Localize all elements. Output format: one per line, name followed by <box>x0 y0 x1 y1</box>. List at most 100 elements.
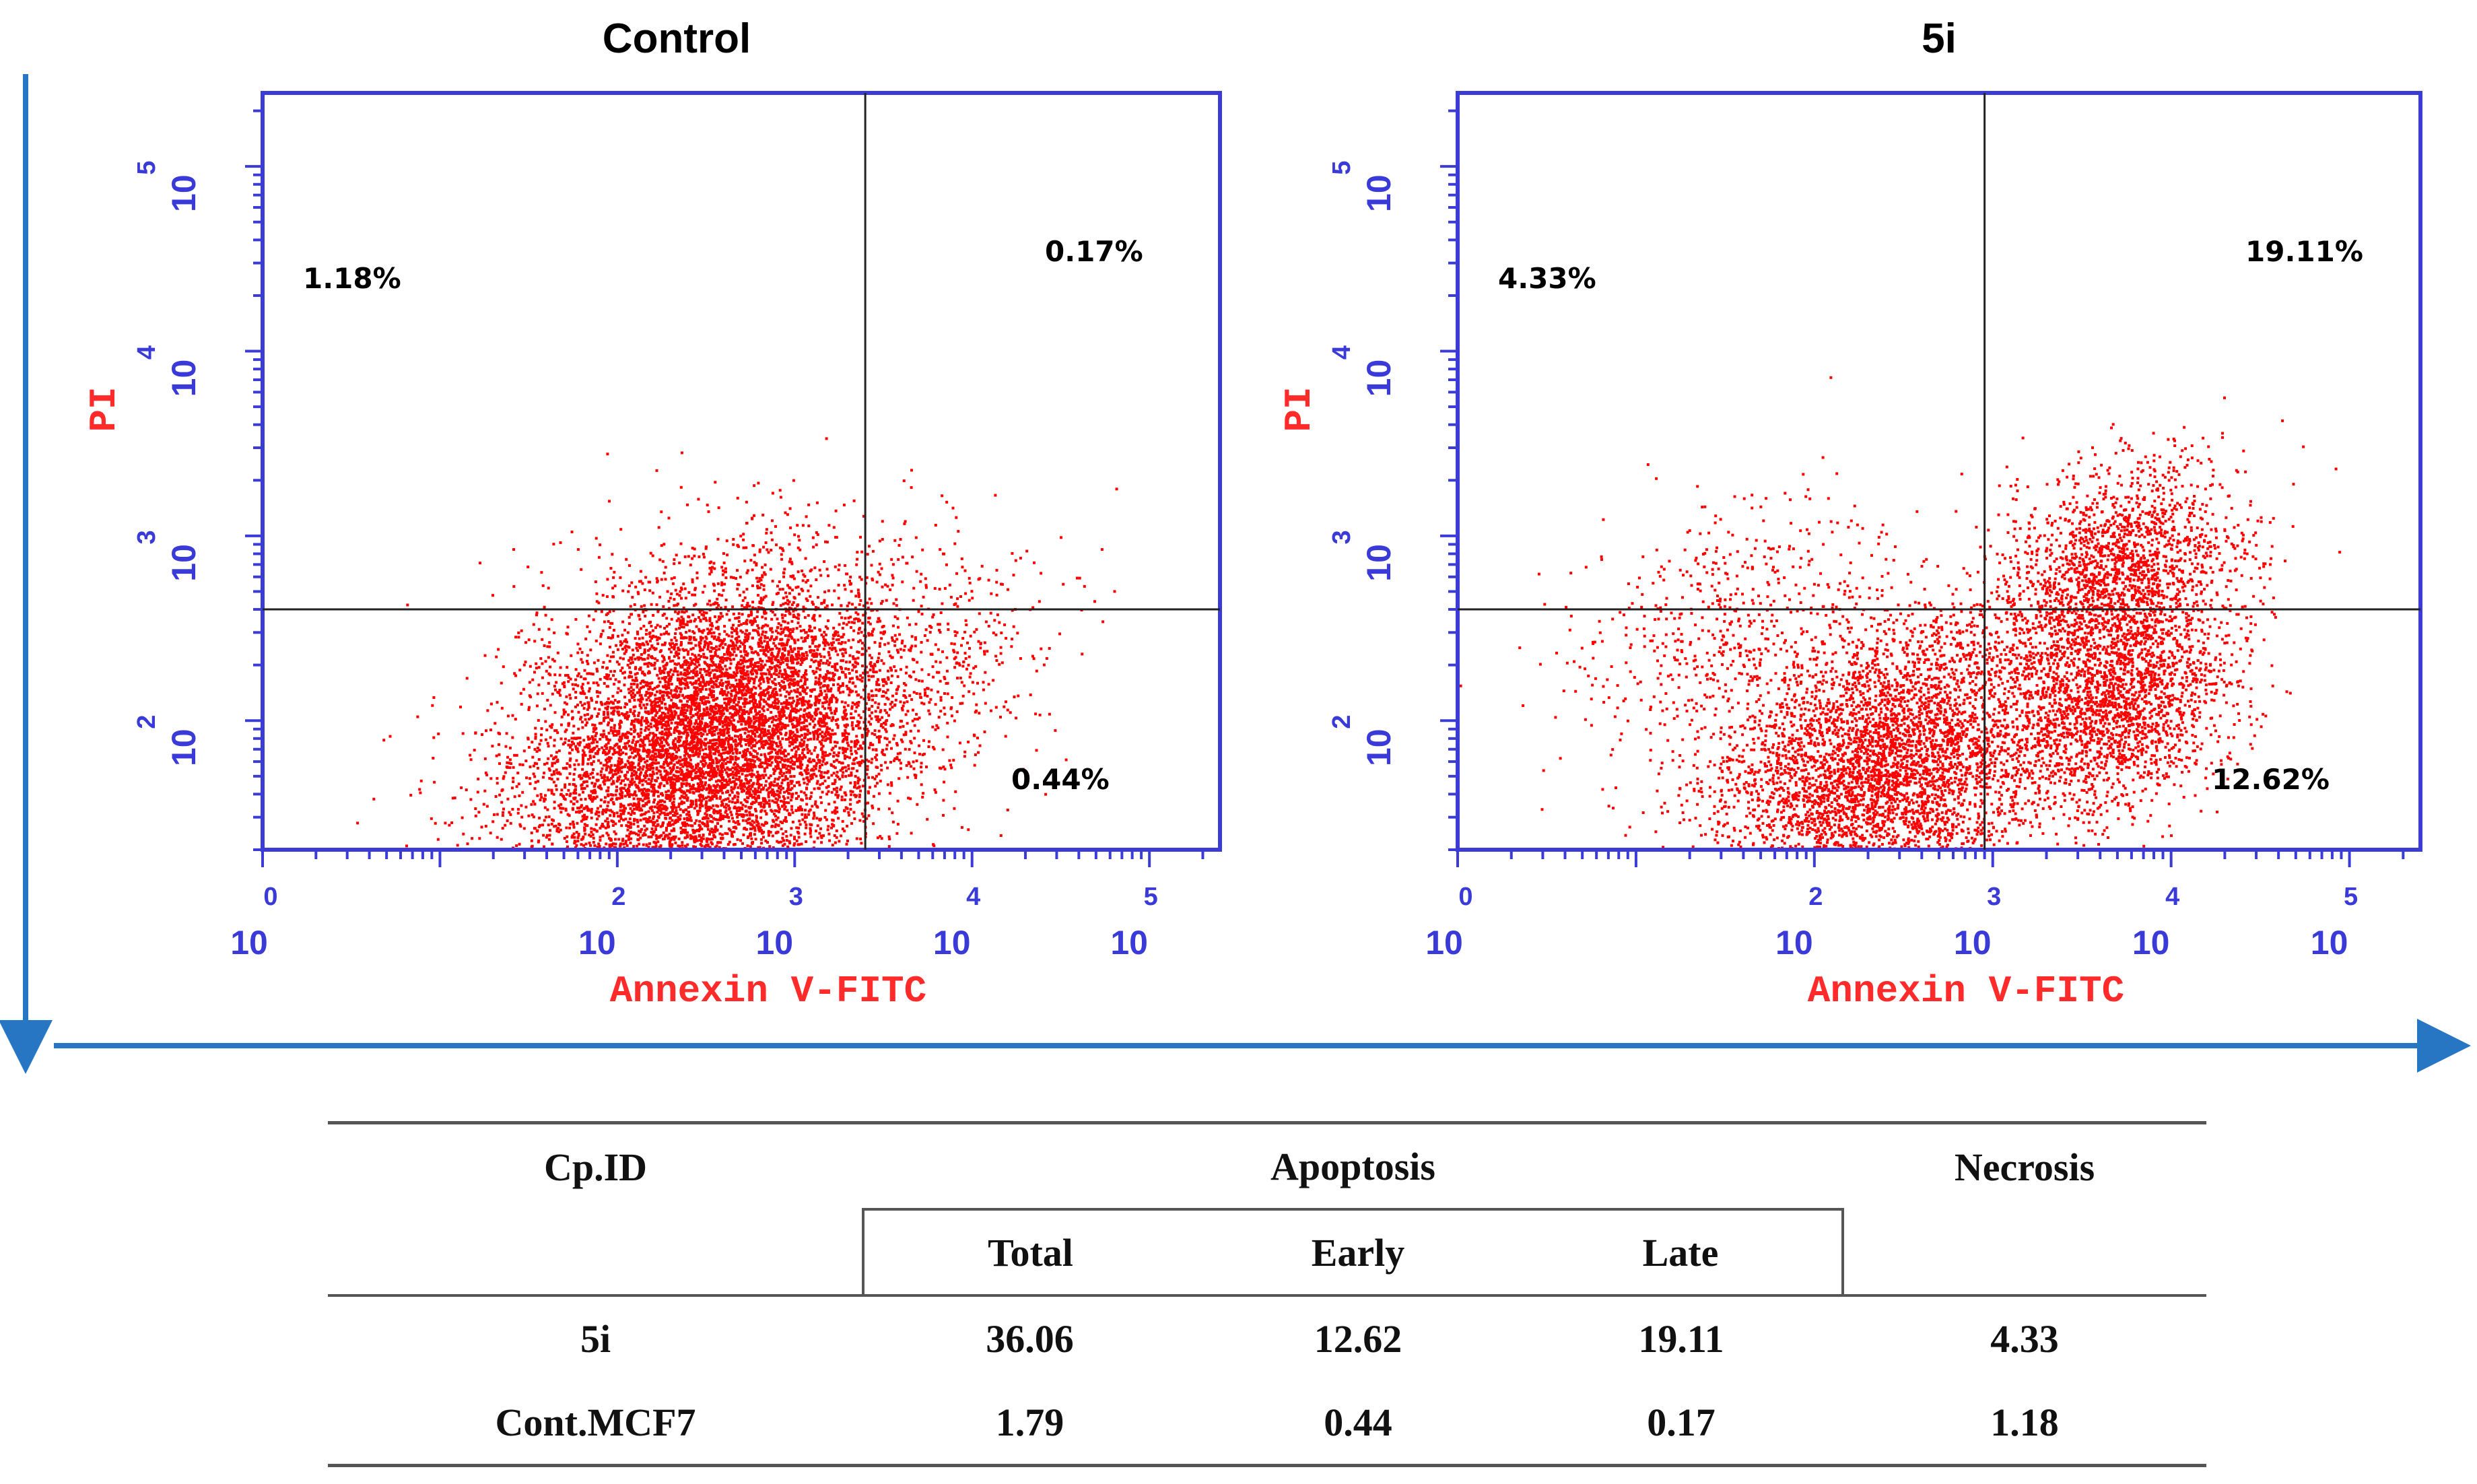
data-point <box>784 601 787 605</box>
data-point <box>882 630 885 634</box>
data-point <box>805 597 808 601</box>
data-point <box>857 595 860 599</box>
data-point <box>484 771 487 774</box>
data-point <box>745 673 747 677</box>
data-point <box>848 661 852 664</box>
data-point <box>778 731 782 735</box>
data-point <box>768 732 772 735</box>
data-point <box>541 823 545 827</box>
data-point <box>720 684 724 687</box>
data-point <box>748 679 751 682</box>
data-point <box>757 822 760 825</box>
data-point <box>648 589 652 593</box>
data-point <box>682 732 685 735</box>
data-point <box>663 685 666 689</box>
data-point <box>843 584 846 587</box>
data-point <box>713 733 716 736</box>
data-point <box>627 821 630 824</box>
data-point <box>659 844 663 847</box>
data-point <box>704 812 707 815</box>
data-point <box>683 762 686 766</box>
data-point <box>617 634 619 638</box>
data-point <box>764 714 767 718</box>
data-point <box>585 745 588 749</box>
data-point <box>920 766 922 769</box>
data-point <box>508 746 512 749</box>
data-point <box>661 660 665 663</box>
data-point <box>805 797 808 800</box>
data-point <box>921 548 924 551</box>
scatter-plot-0: Control1.18%0.17%0.44%100102103104105102… <box>83 15 1222 1013</box>
data-point <box>608 500 611 503</box>
data-point <box>576 800 579 803</box>
data-point <box>652 767 655 770</box>
data-point <box>582 780 586 784</box>
data-point <box>788 632 792 635</box>
data-point <box>672 836 675 838</box>
data-point <box>830 826 833 830</box>
data-point <box>815 732 819 735</box>
data-point <box>722 759 725 762</box>
data-point <box>546 741 549 745</box>
data-point <box>607 801 610 804</box>
data-point <box>813 811 815 815</box>
data-point <box>771 783 774 786</box>
data-point <box>773 770 776 773</box>
data-point <box>770 710 773 714</box>
data-point <box>544 660 547 663</box>
data-point <box>831 729 834 732</box>
data-point <box>647 836 650 838</box>
data-point <box>672 803 675 807</box>
data-point <box>761 724 764 727</box>
data-point <box>905 562 908 565</box>
data-point <box>691 580 694 584</box>
data-point <box>797 795 800 798</box>
data-point <box>710 677 713 681</box>
data-point <box>588 794 590 797</box>
data-point <box>796 690 799 694</box>
data-point <box>613 729 617 733</box>
data-point <box>774 731 778 735</box>
data-point <box>737 635 741 638</box>
data-point <box>877 683 881 686</box>
data-point <box>844 588 847 591</box>
data-point <box>786 513 789 516</box>
data-point <box>695 665 699 669</box>
data-point <box>918 679 921 683</box>
data-point <box>587 614 590 617</box>
data-point <box>512 776 515 780</box>
data-point <box>1083 584 1086 588</box>
data-point <box>710 646 713 649</box>
data-point <box>683 844 687 848</box>
data-point <box>546 808 549 811</box>
data-point <box>715 685 718 688</box>
data-point <box>790 619 794 623</box>
data-point <box>698 785 702 788</box>
data-point <box>757 716 760 720</box>
data-point <box>836 631 840 634</box>
data-point <box>702 681 706 684</box>
data-point <box>780 675 784 679</box>
data-point <box>687 806 690 809</box>
data-point <box>668 677 671 680</box>
data-point <box>657 762 660 765</box>
data-point <box>770 660 773 663</box>
data-point <box>547 757 550 760</box>
data-point <box>862 720 866 724</box>
data-point <box>621 634 624 637</box>
data-point <box>825 437 828 440</box>
data-point <box>724 681 728 684</box>
data-point <box>1064 758 1068 762</box>
data-point <box>843 724 846 727</box>
data-point <box>677 844 680 848</box>
data-point <box>718 717 721 720</box>
data-point <box>687 823 690 827</box>
data-point <box>628 671 632 674</box>
data-point <box>555 729 558 732</box>
data-point <box>815 670 818 673</box>
data-point <box>747 679 750 682</box>
data-point <box>815 667 819 670</box>
data-point <box>730 788 733 792</box>
data-point <box>963 569 967 572</box>
data-point <box>630 728 633 731</box>
